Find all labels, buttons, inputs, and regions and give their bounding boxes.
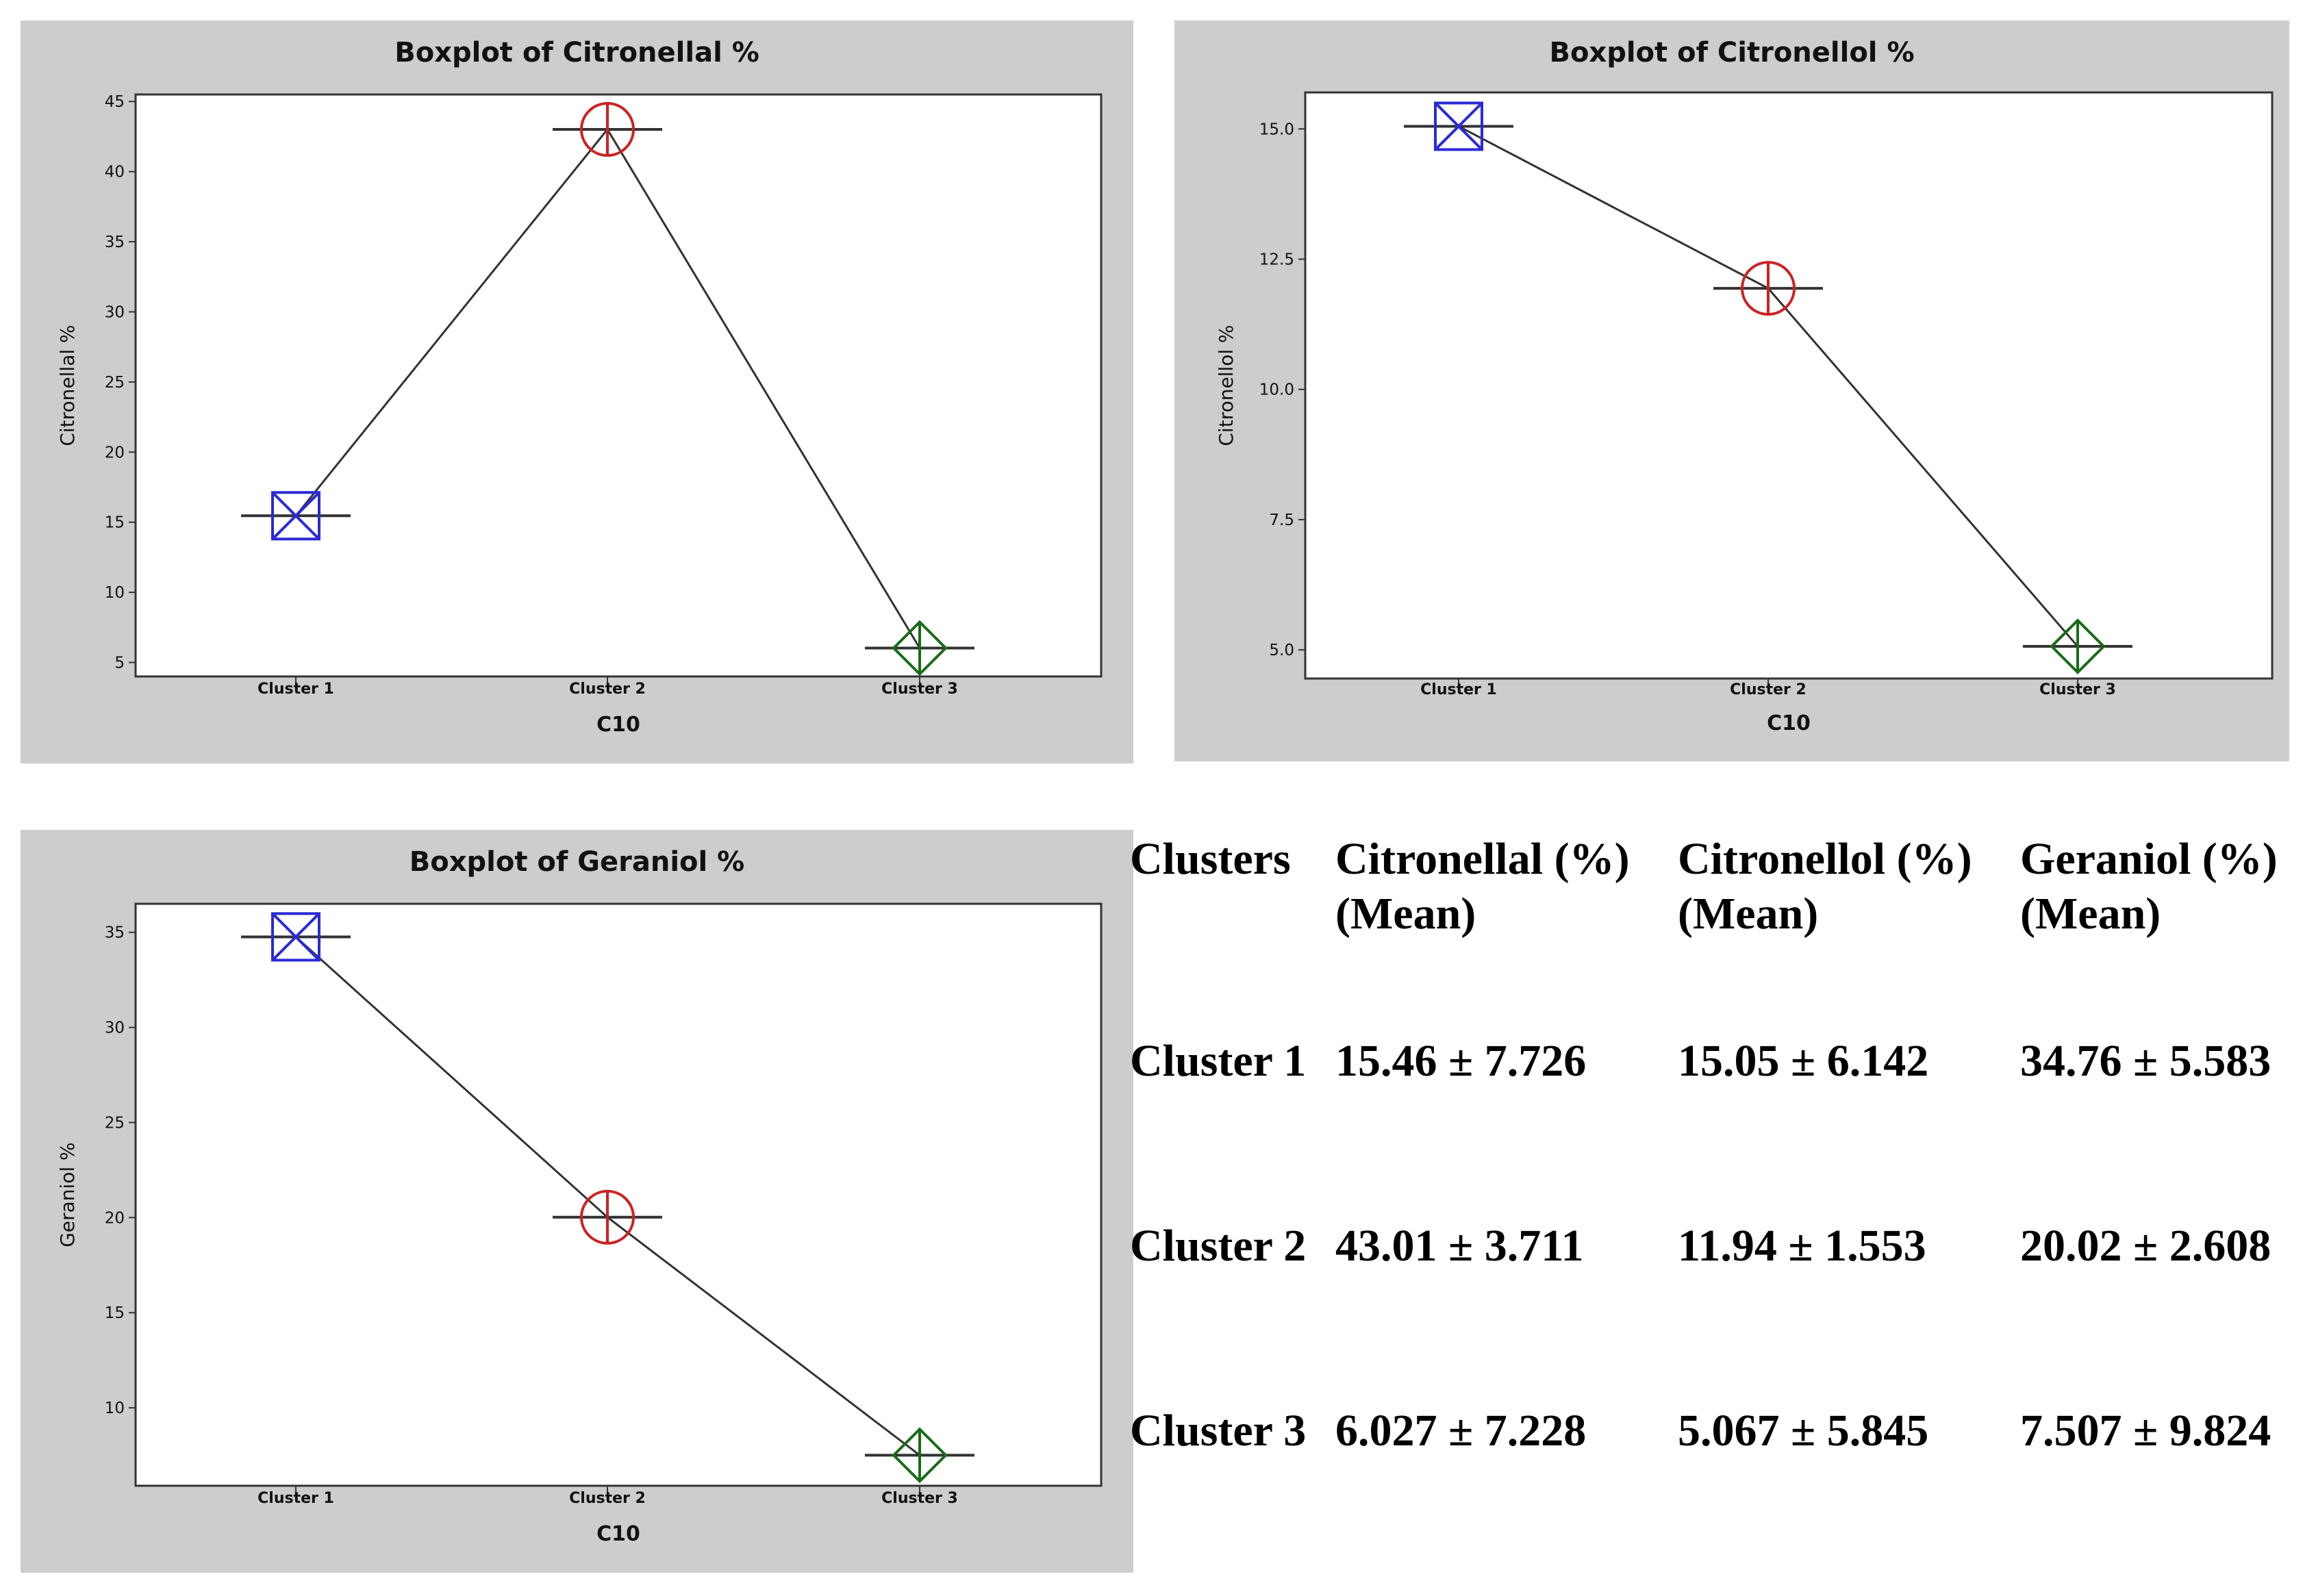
- y-tick-label: 25: [105, 374, 125, 392]
- x-tick-label: Cluster 3: [881, 1490, 958, 1507]
- marker-cross: [1434, 102, 1483, 151]
- y-axis-label: Citronellol %: [1215, 325, 1237, 446]
- mean-marker-circle-plus: [580, 1189, 635, 1245]
- mean-marker-circle-plus: [1741, 261, 1796, 316]
- y-axis-label: Citronellal %: [56, 325, 79, 446]
- x-axis-label: C10: [596, 713, 640, 737]
- mean-marker-diamond-plus: [892, 620, 948, 676]
- table-cell: 5.067 ± 5.845: [1678, 1406, 1929, 1456]
- header-line: Citronellal (%): [1335, 834, 1630, 884]
- header-citronellal: Citronellal (%) (Mean): [1335, 832, 1678, 969]
- header-line: Geraniol (%): [2020, 834, 2278, 884]
- y-axis-label: Geraniol %: [56, 1142, 79, 1247]
- table-row: Cluster 2 43.01 ± 3.711 11.94 ± 1.553 20…: [1130, 1154, 2308, 1339]
- mean-marker-diamond-plus: [892, 1427, 948, 1484]
- x-tick-label: Cluster 2: [1730, 681, 1807, 698]
- table-cell: 6.027 ± 7.228: [1335, 1406, 1587, 1456]
- table-cell: Cluster 3: [1130, 1406, 1307, 1456]
- chart-citronellal: Boxplot of Citronellal % 5 10 15 20 25 30 35 40 4…: [56, 37, 1103, 737]
- mean-marker-square-x: [271, 912, 320, 962]
- plot-area: [134, 93, 1103, 678]
- mean-marker-square-x: [1434, 101, 1483, 151]
- y-tick-label: 20: [105, 444, 125, 461]
- y-tick-label: 7.5: [1269, 511, 1294, 529]
- y-tick-label: 30: [105, 303, 125, 321]
- x-tick-label: Cluster 1: [257, 1490, 334, 1507]
- y-tick-label: 20: [105, 1209, 125, 1227]
- header-line: (Mean): [2020, 889, 2161, 939]
- y-tick-label: 12.5: [1259, 251, 1294, 268]
- y-tick-label: 15.0: [1259, 121, 1294, 138]
- y-tick-label: 10: [105, 584, 125, 602]
- y-tick-label: 10.0: [1259, 381, 1294, 399]
- table-cell: 15.46 ± 7.726: [1335, 1036, 1587, 1086]
- table-header-row: Clusters Citronellal (%) (Mean) Citronel…: [1130, 832, 2308, 969]
- chart-citronellol: Boxplot of Citronellol % 5.0 7.5 10.0 12.5 15…: [1215, 37, 2274, 735]
- y-tick-label: 30: [105, 1019, 125, 1037]
- y-tick-label: 35: [105, 924, 125, 942]
- header-clusters: Clusters: [1130, 832, 1335, 969]
- header-line: Clusters: [1130, 834, 1291, 884]
- y-tick-label: 35: [105, 233, 125, 251]
- table-cell: 43.01 ± 3.711: [1335, 1221, 1584, 1271]
- table-cell: Cluster 1: [1130, 1036, 1307, 1086]
- chart-geraniol: Boxplot of Geraniol % 10 15 20 25 30 35 Cluster…: [56, 846, 1103, 1546]
- header-line: Citronellol (%): [1678, 834, 1972, 884]
- y-tick-label: 25: [105, 1114, 125, 1132]
- x-axis-label: C10: [596, 1522, 640, 1546]
- plot-area: [1304, 91, 2274, 680]
- mean-marker-diamond-plus: [2050, 618, 2106, 674]
- y-tick-label: 40: [105, 164, 125, 181]
- x-tick-label: Cluster 2: [569, 681, 646, 698]
- header-line: (Mean): [1678, 889, 1819, 939]
- marker-square: [1434, 101, 1483, 151]
- y-tick-label: 5: [114, 655, 125, 672]
- x-axis-label: C10: [1767, 711, 1811, 735]
- chart-panel-geraniol: Boxplot of Geraniol % 10 15 20 25 30 35 Cluster…: [21, 830, 1133, 1573]
- x-tick-label: Cluster 1: [257, 681, 334, 698]
- y-tick-label: 45: [105, 93, 125, 111]
- table-cell: 7.507 ± 9.824: [2020, 1406, 2271, 1456]
- header-citronellol: Citronellol (%) (Mean): [1678, 832, 2020, 969]
- table-row: Cluster 1 15.46 ± 7.726 15.05 ± 6.142 34…: [1130, 969, 2308, 1154]
- y-tick-label: 15: [105, 514, 125, 532]
- chart-title: Boxplot of Geraniol %: [410, 846, 745, 878]
- marker-cross: [271, 491, 320, 540]
- chart-title: Boxplot of Citronellol %: [1549, 37, 1914, 68]
- x-tick-label: Cluster 3: [881, 681, 958, 698]
- chart-title: Boxplot of Citronellal %: [394, 37, 759, 68]
- marker-square: [271, 491, 320, 541]
- table-row: Cluster 3 6.027 ± 7.228 5.067 ± 5.845 7.…: [1130, 1339, 2308, 1523]
- means-table: Clusters Citronellal (%) (Mean) Citronel…: [1130, 832, 2308, 1523]
- chart-panel-citronellal: Boxplot of Citronellal % 5 10 15 20 25 30 35 40 4…: [21, 21, 1133, 763]
- table-cell: 20.02 ± 2.608: [2020, 1221, 2271, 1271]
- y-tick-label: 10: [105, 1399, 125, 1417]
- table-cell: 11.94 ± 1.553: [1678, 1221, 1926, 1271]
- summary-table: Clusters Citronellal (%) (Mean) Citronel…: [1130, 832, 2316, 1585]
- marker-cross: [271, 912, 320, 961]
- chart-panel-citronellol: Boxplot of Citronellol % 5.0 7.5 10.0 12.5 15…: [1174, 21, 2289, 761]
- header-geraniol: Geraniol (%) (Mean): [2020, 832, 2308, 969]
- mean-marker-circle-plus: [580, 102, 635, 157]
- marker-square: [271, 912, 320, 962]
- mean-marker-square-x: [271, 491, 320, 541]
- x-tick-label: Cluster 1: [1420, 681, 1497, 698]
- header-line: (Mean): [1335, 889, 1476, 939]
- y-tick-label: 5.0: [1269, 642, 1294, 659]
- x-tick-label: Cluster 3: [2039, 681, 2116, 698]
- x-tick-label: Cluster 2: [569, 1490, 646, 1507]
- table-cell: 34.76 ± 5.583: [2020, 1036, 2271, 1086]
- table-cell: Cluster 2: [1130, 1221, 1307, 1271]
- y-tick-label: 15: [105, 1304, 125, 1322]
- table-cell: 15.05 ± 6.142: [1678, 1036, 1929, 1086]
